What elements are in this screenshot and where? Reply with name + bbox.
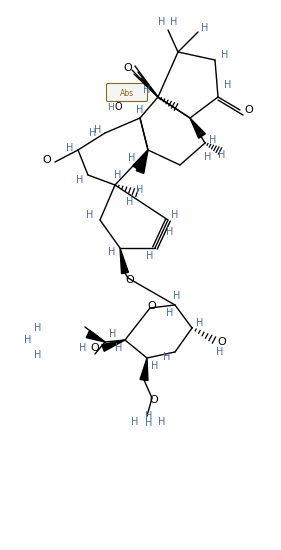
Polygon shape: [140, 358, 148, 381]
Text: H: H: [109, 329, 117, 339]
Text: H: H: [221, 50, 229, 60]
Text: H: H: [218, 150, 226, 160]
Text: H: H: [171, 210, 179, 220]
Text: H: H: [166, 308, 174, 318]
Text: H: H: [79, 343, 87, 353]
Text: O: O: [114, 102, 122, 112]
Text: H: H: [128, 153, 136, 163]
Text: H: H: [196, 318, 204, 328]
Text: O: O: [126, 275, 134, 285]
Text: O: O: [124, 63, 132, 73]
Text: H: H: [131, 417, 139, 427]
Text: O: O: [217, 337, 226, 347]
Text: H: H: [204, 152, 212, 162]
Text: H: H: [209, 135, 217, 145]
Text: H: H: [136, 105, 144, 115]
Text: O: O: [148, 301, 156, 311]
Text: H: H: [151, 361, 159, 371]
Text: H: H: [163, 352, 171, 362]
Text: H: H: [145, 418, 153, 428]
Polygon shape: [136, 150, 148, 173]
Text: H: H: [94, 125, 102, 135]
Text: H: H: [106, 102, 113, 112]
Text: H: H: [115, 343, 123, 353]
Text: O: O: [43, 155, 51, 165]
Text: H: H: [216, 347, 224, 357]
Text: H: H: [158, 17, 166, 27]
FancyBboxPatch shape: [106, 84, 148, 102]
Polygon shape: [86, 331, 105, 342]
Text: H: H: [170, 17, 178, 27]
Polygon shape: [133, 150, 148, 170]
Text: Abs: Abs: [120, 89, 134, 97]
Text: H: H: [158, 417, 166, 427]
Polygon shape: [120, 248, 128, 274]
Text: H: H: [143, 85, 151, 95]
Text: H: H: [146, 251, 154, 261]
Text: H: H: [86, 210, 94, 220]
Text: H: H: [24, 335, 32, 345]
Text: H: H: [34, 350, 42, 360]
Text: H: H: [66, 143, 74, 153]
Text: H: H: [114, 170, 122, 180]
Text: H: H: [173, 291, 181, 301]
Polygon shape: [190, 118, 205, 138]
Text: H: H: [145, 411, 153, 421]
Text: H: H: [201, 23, 209, 33]
Text: H: H: [136, 185, 144, 195]
Text: O: O: [91, 343, 99, 353]
Text: O: O: [245, 105, 253, 115]
Polygon shape: [102, 340, 125, 351]
Text: H: H: [166, 227, 174, 237]
Text: H: H: [224, 80, 232, 90]
Text: H: H: [89, 128, 97, 138]
Text: O: O: [149, 395, 158, 405]
Text: H: H: [76, 175, 84, 185]
Text: H: H: [126, 197, 134, 207]
Text: H: H: [108, 247, 116, 257]
Text: H: H: [34, 323, 42, 333]
